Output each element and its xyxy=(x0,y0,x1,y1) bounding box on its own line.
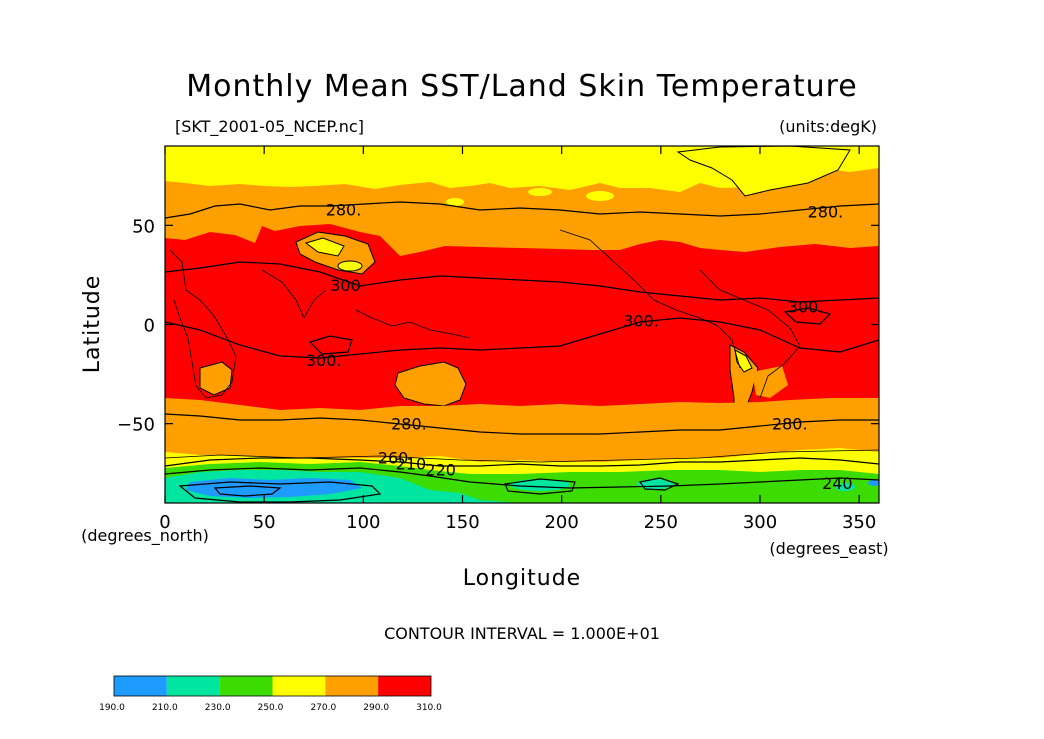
colorbar-tick-label: 310.0 xyxy=(416,703,442,713)
y-tick-label: 0 xyxy=(144,316,155,337)
colorbar-bin xyxy=(378,676,431,696)
coastlines xyxy=(165,229,879,463)
contour-label: 300. xyxy=(623,312,659,331)
coast-indonesia xyxy=(355,309,471,339)
x-tick-label: 350 xyxy=(842,512,876,533)
x-tick-label: 50 xyxy=(253,512,276,533)
file-label: [SKT_2001-05_NCEP.nc] xyxy=(175,117,364,137)
coast-antarctica xyxy=(165,449,879,463)
contour-220 xyxy=(178,481,382,503)
x-tick-label: 300 xyxy=(743,512,777,533)
contour-lines xyxy=(165,201,879,503)
tibet-spot xyxy=(337,260,363,272)
coast-americas-west xyxy=(559,229,741,369)
x-tick-label: 200 xyxy=(544,512,578,533)
contour-label: 210 xyxy=(396,454,427,473)
cyan-spot-3 xyxy=(835,483,855,491)
x-axis: 0 50 100 150 200 250 300 350 xyxy=(159,146,876,533)
colorbar: 190.0 210.0 230.0 250.0 270.0 290.0 310.0 xyxy=(99,675,442,713)
coast-africa xyxy=(169,249,237,399)
contour-300-north xyxy=(165,261,879,303)
colorbar-tick-label: 190.0 xyxy=(99,703,125,713)
x-axis-label: Longitude xyxy=(463,566,581,591)
contour-label: 240 xyxy=(822,474,853,493)
contour-inner-1 xyxy=(504,478,576,495)
blue-spot xyxy=(868,480,879,486)
y-axis: 50 0 −50 xyxy=(117,216,879,436)
contour-label: 280. xyxy=(391,415,427,434)
y-unit-label: (degrees_north) xyxy=(81,526,209,546)
colorbar-tick-label: 210.0 xyxy=(152,703,178,713)
contour-label: 300 xyxy=(330,276,361,295)
y-tick-label: −50 xyxy=(117,415,155,436)
contour-280-north xyxy=(165,201,879,219)
colorbar-tick-label: 250.0 xyxy=(258,703,284,713)
contour-300-south xyxy=(165,317,879,359)
colorbar-bin xyxy=(272,676,326,696)
contour-label: 220 xyxy=(425,460,456,479)
units-label: (units:degK) xyxy=(779,117,877,136)
contour-200 xyxy=(213,485,282,497)
contour-label: 280. xyxy=(326,200,362,219)
colorbar-frame xyxy=(113,675,432,697)
contour-atlantic-1 xyxy=(783,307,832,325)
andes-yellow xyxy=(734,349,753,373)
tibet-yellow xyxy=(304,237,345,257)
contour-280-south xyxy=(165,413,879,435)
southern-africa xyxy=(199,361,233,396)
arctic-spot-1 xyxy=(586,191,614,201)
arctic-spot-2 xyxy=(446,198,464,206)
contour-label: 300. xyxy=(306,351,342,370)
contour-inner-2 xyxy=(638,477,680,491)
chart-title: Monthly Mean SST/Land Skin Temperature xyxy=(186,69,857,104)
contour-240 xyxy=(165,467,879,489)
australia xyxy=(394,361,467,407)
x-tick-label: 100 xyxy=(346,512,380,533)
coast-americas-east xyxy=(699,269,801,399)
colorbar-tick-label: 290.0 xyxy=(363,703,389,713)
contour-label: 280. xyxy=(772,415,808,434)
colorbar-bin xyxy=(325,676,379,696)
x-unit-label: (degrees_east) xyxy=(769,539,888,559)
colorbar-bin xyxy=(114,676,167,696)
south-america-south xyxy=(752,366,788,398)
y-tick-label: 50 xyxy=(132,216,155,237)
contour-label: 300. xyxy=(788,298,824,317)
contour-label: 280. xyxy=(808,202,844,221)
y-axis-label: Latitude xyxy=(80,275,105,374)
colorbar-bin xyxy=(219,676,273,696)
x-tick-label: 150 xyxy=(445,512,479,533)
contour-interval: CONTOUR INTERVAL = 1.000E+01 xyxy=(384,624,660,643)
coast-india xyxy=(261,269,327,319)
x-tick-label: 0 xyxy=(159,512,170,533)
x-tick-label: 250 xyxy=(644,512,678,533)
contour-label: 260 xyxy=(378,448,409,467)
colorbar-bin xyxy=(166,676,220,696)
colorbar-tick-label: 270.0 xyxy=(310,703,336,713)
colorbar-tick-label: 230.0 xyxy=(205,703,231,713)
arctic-spot-3 xyxy=(528,188,552,196)
contour-pacific-1 xyxy=(308,335,353,355)
